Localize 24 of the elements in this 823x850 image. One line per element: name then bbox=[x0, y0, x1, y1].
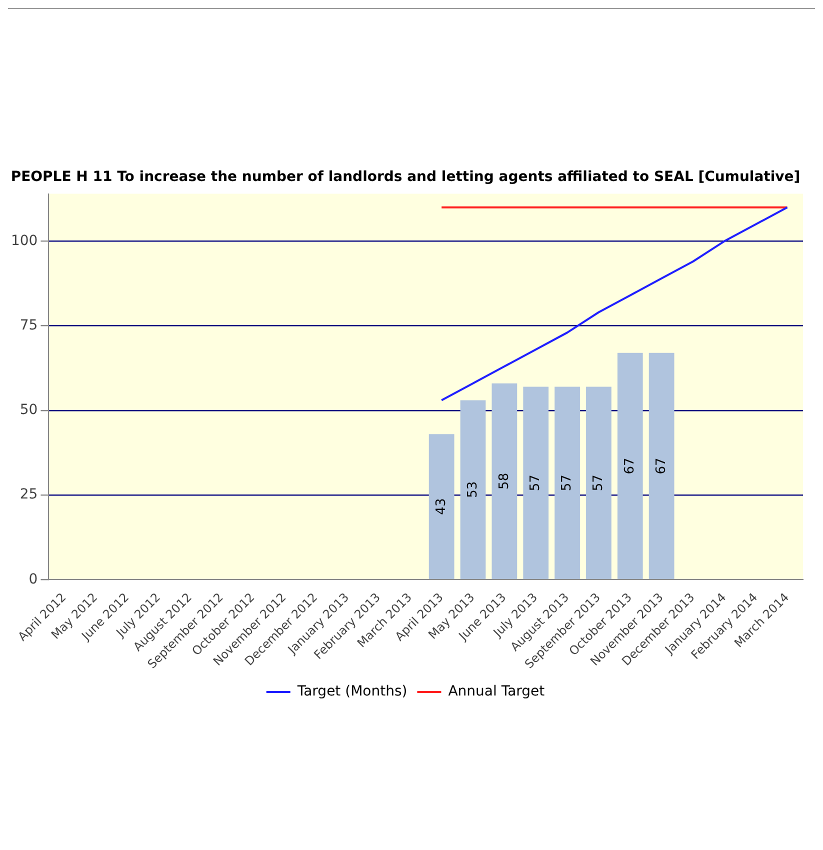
data-label: 43 bbox=[434, 498, 449, 515]
y-tick-label: 0 bbox=[28, 571, 38, 588]
bar bbox=[428, 434, 454, 580]
data-label: 57 bbox=[591, 474, 606, 492]
y-tick-label: 25 bbox=[20, 486, 38, 503]
chart-title: PEOPLE H 11 To increase the number of landlords and letting agents affiliated to SEAL [Cumulative] bbox=[10, 169, 800, 186]
data-label: 67 bbox=[622, 458, 638, 474]
data-label: 58 bbox=[496, 472, 512, 490]
legend-label: Annual Target bbox=[448, 684, 546, 700]
bar bbox=[648, 352, 674, 580]
data-label: 57 bbox=[560, 474, 575, 492]
bar bbox=[586, 386, 612, 580]
bar bbox=[617, 352, 643, 580]
y-tick-label: 100 bbox=[10, 232, 38, 249]
bar bbox=[492, 383, 518, 580]
data-label: 57 bbox=[528, 474, 544, 492]
y-tick-label: 75 bbox=[20, 317, 38, 334]
y-tick-label: 50 bbox=[20, 402, 38, 418]
data-label: 67 bbox=[654, 458, 669, 474]
bar bbox=[460, 400, 486, 580]
legend-label: Target (Months) bbox=[296, 684, 408, 700]
bar bbox=[554, 386, 580, 580]
data-label: 53 bbox=[465, 481, 480, 498]
bar bbox=[523, 386, 549, 580]
